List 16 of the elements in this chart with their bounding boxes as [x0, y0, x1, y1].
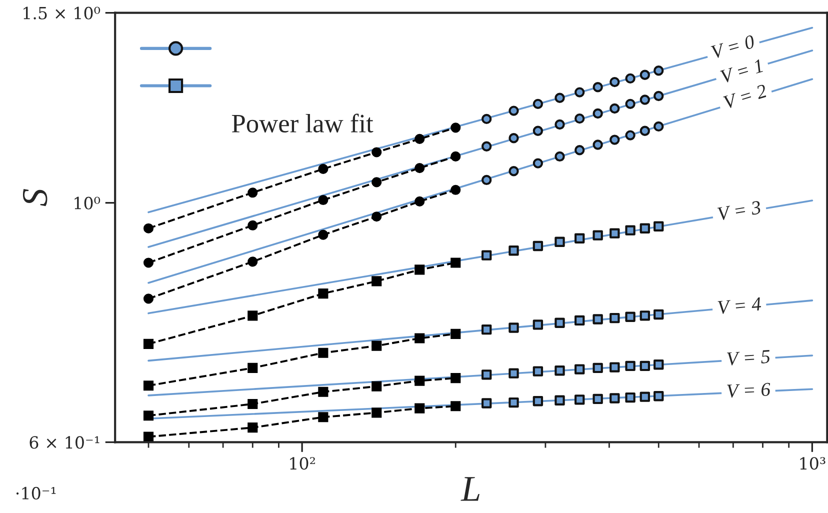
annotation: V = 4	[718, 297, 762, 314]
annotation: V = 2	[722, 84, 768, 110]
x-tick-label: 10²	[290, 457, 315, 470]
annotation: V = 0	[710, 34, 756, 59]
y-axis-title: S	[22, 189, 48, 206]
x-tick-label: 10³	[800, 457, 826, 470]
annotation: V = 6	[727, 382, 771, 398]
y-tick-label: 6 × 10⁻¹	[30, 436, 100, 449]
text: ·10⁻¹	[16, 486, 56, 500]
y-tick-label: 10⁰	[74, 196, 100, 210]
annotation: V = 5	[726, 350, 770, 366]
series-label: Power law fit	[232, 114, 374, 133]
x-axis-title: L	[460, 477, 480, 501]
annotation: V = 1	[720, 59, 764, 84]
y-tick-label: 1.5 × 10⁰	[24, 6, 100, 20]
annotation: V = 3	[717, 200, 762, 221]
